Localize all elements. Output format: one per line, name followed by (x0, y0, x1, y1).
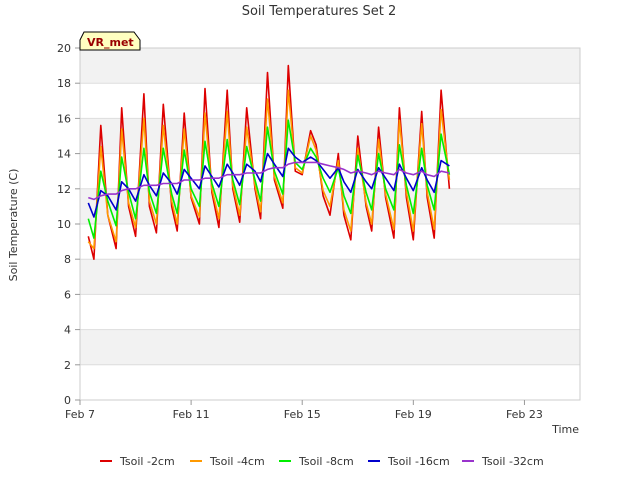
y-tick-label: 2 (64, 359, 71, 372)
y-tick-label: 16 (57, 112, 71, 125)
y-tick-label: 8 (64, 253, 71, 266)
y-axis: 0 2 4 6 8 10 12 14 16 18 20 (57, 42, 80, 407)
x-axis-label: Time (551, 423, 579, 436)
legend: Tsoil -2cm Tsoil -4cm Tsoil -8cm Tsoil -16c… (100, 455, 544, 468)
vr-met-label: VR_met (87, 36, 134, 49)
y-tick-label: 20 (57, 42, 71, 55)
y-tick-label: 12 (57, 183, 71, 196)
y-tick-label: 14 (57, 148, 71, 161)
grid-band (80, 48, 580, 84)
legend-label: Tsoil -32cm (481, 455, 544, 468)
y-tick-label: 0 (64, 394, 71, 407)
legend-label: Tsoil -8cm (298, 455, 354, 468)
y-tick-label: 10 (57, 218, 71, 231)
x-tick-label: Feb 23 (506, 408, 543, 421)
legend-label: Tsoil -16cm (387, 455, 450, 468)
grid-band (80, 83, 580, 119)
y-tick-label: 6 (64, 288, 71, 301)
x-tick-label: Feb 15 (284, 408, 321, 421)
y-tick-label: 4 (64, 324, 71, 337)
grid-band (80, 224, 580, 260)
grid-bands (80, 47, 580, 401)
y-tick-label: 18 (57, 77, 71, 90)
series-line-tsoil-32cm (88, 161, 450, 201)
grid-band (80, 294, 580, 330)
x-tick-label: Feb 19 (395, 408, 432, 421)
chart-title: Soil Temperatures Set 2 (242, 4, 397, 19)
vr-met-badge: VR_met (79, 31, 141, 51)
x-axis: Feb 7 Feb 11 Feb 15 Feb 19 Feb 23 (65, 400, 543, 421)
series-line-tsoil-16cm (87, 147, 450, 218)
y-axis-label: Soil Temperature (C) (7, 169, 20, 282)
series-line-tsoil-8cm (87, 119, 451, 239)
x-tick-label: Feb 7 (65, 408, 95, 421)
grid-band (80, 329, 580, 365)
grid-band (80, 259, 580, 295)
legend-label: Tsoil -4cm (209, 455, 265, 468)
grid-band (80, 364, 580, 400)
grid-band (80, 118, 580, 154)
series-lines (87, 64, 451, 261)
x-tick-label: Feb 11 (173, 408, 210, 421)
grid-band (80, 153, 580, 189)
legend-label: Tsoil -2cm (119, 455, 175, 468)
